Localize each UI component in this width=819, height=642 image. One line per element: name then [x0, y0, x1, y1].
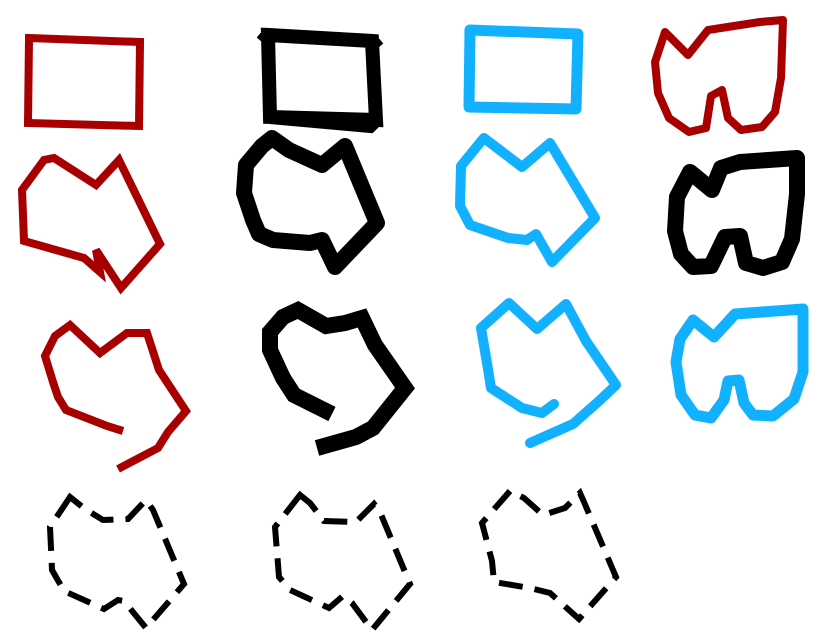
blob-dashed-2 [271, 490, 414, 635]
blob-dashed-1 [46, 492, 188, 633]
blob-closed-black [236, 130, 385, 275]
blob-closed-blue [455, 133, 600, 267]
rect-blue [463, 24, 584, 115]
blob-open-black [262, 300, 415, 456]
rect-black [256, 27, 384, 134]
blob-open-red [40, 319, 191, 473]
rect-red [23, 33, 145, 131]
blob-dashed-3 [478, 487, 620, 624]
w-shape-black [667, 150, 805, 276]
w-shape-blue [670, 303, 809, 424]
blob-open-blue [476, 298, 621, 448]
w-shape-red [651, 16, 787, 136]
blob-closed-red [17, 152, 165, 295]
